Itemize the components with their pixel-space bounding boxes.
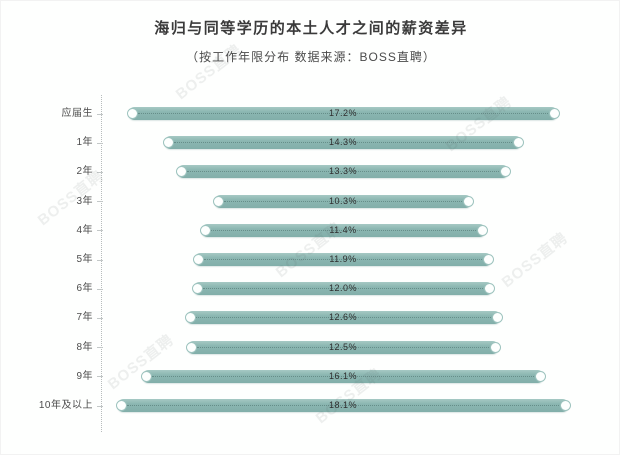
value-label: 12.5% bbox=[328, 341, 358, 352]
category-label: 应届生 bbox=[61, 108, 93, 119]
bar-dotted-leader bbox=[204, 259, 482, 260]
bar-dotted-leader bbox=[224, 200, 462, 202]
value-bar: 12.0% bbox=[192, 282, 495, 296]
bar-dotted-leader bbox=[195, 317, 491, 319]
bar-dotted-leader bbox=[186, 171, 500, 173]
value-label: 17.2% bbox=[328, 108, 358, 118]
y-axis-line bbox=[101, 95, 102, 432]
bar-dotted-leader bbox=[151, 375, 535, 377]
chart-row: 7年 12.6% bbox=[1, 303, 620, 332]
value-bar: 10.3% bbox=[213, 194, 474, 208]
category-label: 7年 bbox=[76, 312, 93, 324]
value-label: 16.1% bbox=[328, 370, 358, 381]
value-label: 13.3% bbox=[328, 166, 358, 177]
chart-title: 海归与同等学历的本土人才之间的薪资差异 bbox=[154, 20, 468, 37]
value-label: 11.4% bbox=[329, 224, 357, 235]
bar-dotted-leader bbox=[126, 405, 560, 406]
chart-subtitle: （按工作年限分布 数据来源：BOSS直聘） bbox=[186, 50, 436, 64]
category-label: 5年 bbox=[76, 254, 93, 265]
category-label: 3年 bbox=[76, 195, 93, 207]
category-label: 8年 bbox=[76, 341, 93, 353]
value-bar: 12.5% bbox=[185, 340, 501, 354]
value-bar: 14.3% bbox=[163, 136, 524, 150]
value-label: 12.0% bbox=[328, 283, 358, 294]
chart-row: 2年 13.3% bbox=[1, 157, 620, 186]
chart-row: 8年 12.5% bbox=[1, 333, 620, 362]
category-label: 9年 bbox=[76, 370, 93, 382]
chart-row: 应届生 17.2% bbox=[1, 99, 620, 128]
category-label: 10年及以上 bbox=[38, 400, 93, 411]
category-label: 6年 bbox=[76, 283, 93, 295]
value-bar: 12.6% bbox=[184, 311, 503, 325]
value-label: 11.9% bbox=[329, 254, 357, 264]
chart-row: 10年及以上 18.1% bbox=[1, 391, 620, 420]
chart-row: 3年 10.3% bbox=[1, 187, 620, 216]
bar-dotted-leader bbox=[196, 346, 490, 348]
value-bar: 18.1% bbox=[115, 399, 571, 412]
chart-row: 1年 14.3% bbox=[1, 128, 620, 157]
value-bar: 13.3% bbox=[175, 165, 511, 179]
chart-row: 6年 12.0% bbox=[1, 274, 620, 303]
value-label: 14.3% bbox=[328, 137, 358, 148]
bar-dotted-leader bbox=[210, 229, 476, 231]
value-bar: 11.4% bbox=[199, 223, 488, 237]
category-label: 4年 bbox=[76, 224, 93, 236]
category-label: 2年 bbox=[76, 166, 93, 178]
value-label: 12.6% bbox=[328, 312, 358, 323]
plot-area: 应届生 17.2% 1年 14.3% 2年 13.3% 3年 10.3% 4年 11.4% 5年 11… bbox=[1, 99, 620, 421]
chart-row: 4年 11.4% bbox=[1, 216, 620, 245]
bar-dotted-leader bbox=[203, 288, 483, 290]
value-label: 10.3% bbox=[328, 195, 358, 206]
category-label: 1年 bbox=[76, 137, 93, 149]
value-bar: 17.2% bbox=[127, 107, 560, 120]
value-label: 18.1% bbox=[328, 400, 358, 410]
value-bar: 11.9% bbox=[193, 253, 494, 266]
chart-row: 9年 16.1% bbox=[1, 362, 620, 391]
bar-dotted-leader bbox=[138, 113, 548, 114]
chart-row: 5年 11.9% bbox=[1, 245, 620, 274]
bar-dotted-leader bbox=[174, 142, 512, 144]
value-bar: 16.1% bbox=[140, 369, 546, 383]
